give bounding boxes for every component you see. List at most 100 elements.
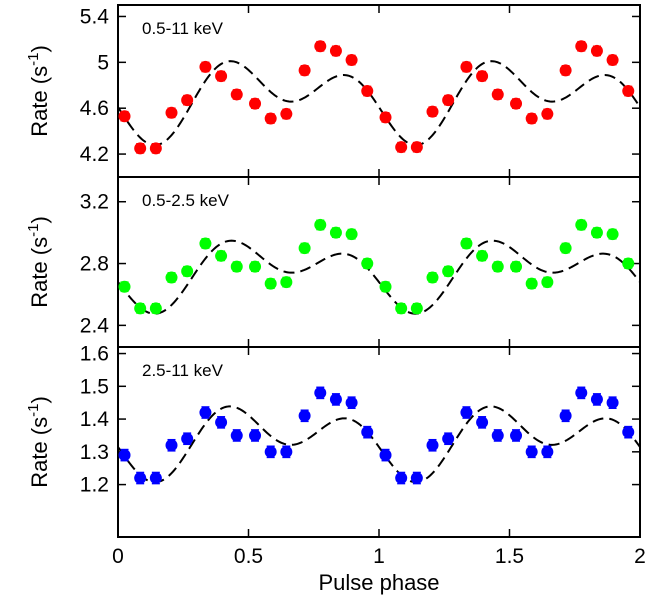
- data-point: [345, 54, 358, 67]
- data-point: [590, 393, 603, 406]
- data-point: [215, 70, 228, 83]
- data-marker: [410, 302, 423, 315]
- data-marker: [541, 276, 554, 289]
- data-marker: [345, 396, 358, 409]
- data-point: [264, 112, 277, 125]
- data-point: [541, 276, 554, 289]
- model-curve: [117, 239, 641, 315]
- data-marker: [361, 426, 374, 439]
- data-point: [149, 302, 162, 315]
- data-point: [590, 44, 603, 57]
- data-point: [298, 242, 311, 255]
- data-point: [442, 432, 455, 446]
- data-point: [329, 226, 342, 239]
- data-point: [230, 260, 243, 273]
- data-marker: [298, 242, 311, 255]
- chart-panel-3: 0 0.5 1 1.5 2 1.2 1.3 1.4 1.5 1.6 Rate (s-1) 2.5-11…: [25, 343, 646, 595]
- data-point: [395, 302, 408, 315]
- data-marker: [118, 449, 131, 462]
- data-point: [491, 260, 504, 273]
- data-point: [460, 406, 473, 419]
- data-point: [606, 228, 619, 241]
- data-point: [118, 110, 131, 123]
- data-point: [149, 142, 162, 155]
- y-axis-label: Rate (s-1): [25, 45, 52, 137]
- data-marker: [559, 409, 572, 422]
- x-tick-label: 0.5: [234, 545, 263, 568]
- data-marker: [525, 112, 538, 125]
- x-axis-label: Pulse phase: [318, 570, 439, 595]
- data-point: [410, 471, 423, 485]
- data-point: [410, 302, 423, 315]
- y-axis-label: Rate (s-1): [25, 216, 52, 308]
- data-marker: [149, 472, 162, 485]
- data-marker: [491, 429, 504, 442]
- data-point: [559, 409, 572, 423]
- data-marker: [379, 280, 392, 293]
- data-point: [426, 271, 439, 284]
- data-marker: [525, 277, 538, 290]
- data-point: [395, 141, 408, 154]
- data-marker: [199, 237, 212, 250]
- data-point: [379, 280, 392, 293]
- data-marker: [590, 44, 603, 57]
- data-point: [559, 242, 572, 255]
- data-point: [298, 64, 311, 77]
- data-marker: [575, 40, 588, 53]
- data-point: [199, 406, 212, 419]
- data-marker: [118, 280, 131, 293]
- data-marker: [314, 386, 327, 399]
- y-tick-label: 3.2: [80, 191, 109, 214]
- data-point: [280, 107, 293, 120]
- y-tick-label: 4.6: [80, 97, 109, 120]
- data-point: [165, 438, 178, 452]
- data-marker: [590, 226, 603, 239]
- data-point: [361, 425, 374, 439]
- data-point: [541, 445, 554, 459]
- y-tick-label: 1.2: [80, 474, 109, 497]
- chart-panel-1: 4.2 4.6 5 5.4 Rate (s-1) 0.5-11 keV: [25, 4, 641, 178]
- data-point: [491, 429, 504, 442]
- data-marker: [134, 472, 147, 485]
- y-tick-label: 4.2: [80, 143, 109, 166]
- data-point: [149, 471, 162, 485]
- y-tick-label: 5.4: [80, 5, 110, 28]
- data-point: [361, 257, 374, 270]
- data-marker: [395, 472, 408, 485]
- data-marker: [361, 257, 374, 270]
- data-point: [476, 249, 489, 262]
- data-marker: [249, 429, 262, 442]
- data-marker: [314, 218, 327, 231]
- data-point: [622, 85, 635, 97]
- data-point: [410, 141, 423, 154]
- y-tick-label: 1.3: [80, 441, 109, 464]
- data-point: [118, 280, 131, 293]
- data-point: [510, 97, 523, 110]
- data-marker: [215, 249, 228, 262]
- data-marker: [149, 302, 162, 315]
- y-tick-label: 2.8: [80, 253, 109, 276]
- data-point: [199, 237, 212, 250]
- x-tick-label: 2: [634, 545, 646, 568]
- panel-energy-label: 0.5-11 keV: [142, 19, 224, 38]
- y-axis-label: Rate (s-1): [25, 396, 52, 488]
- data-marker: [622, 257, 635, 270]
- data-point: [622, 257, 635, 270]
- data-marker: [606, 228, 619, 241]
- data-point: [345, 396, 358, 410]
- data-point: [525, 112, 538, 125]
- data-marker: [118, 110, 131, 123]
- data-marker: [460, 406, 473, 419]
- data-marker: [280, 445, 293, 458]
- data-point: [541, 107, 554, 120]
- data-marker: [298, 64, 311, 77]
- data-point: [230, 88, 243, 101]
- data-point: [314, 40, 327, 53]
- data-marker: [426, 439, 439, 452]
- data-marker: [510, 97, 523, 110]
- data-point: [395, 471, 408, 485]
- data-marker: [181, 265, 194, 278]
- data-point: [329, 393, 342, 406]
- y-tick-label: 1.5: [80, 375, 109, 398]
- data-marker: [264, 445, 277, 458]
